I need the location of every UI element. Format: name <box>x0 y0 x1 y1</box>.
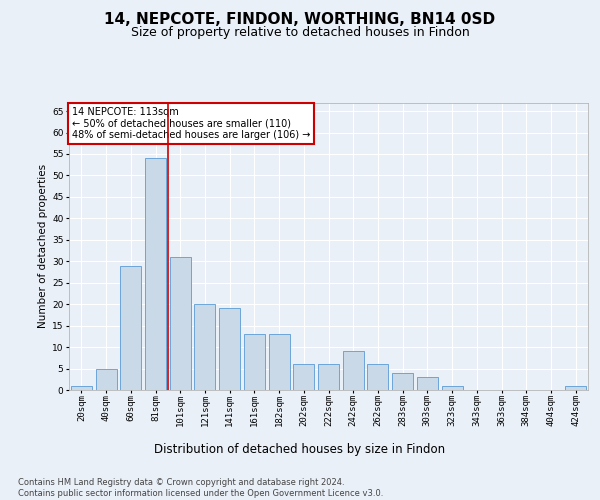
Bar <box>417 377 438 390</box>
Text: Contains HM Land Registry data © Crown copyright and database right 2024.
Contai: Contains HM Land Registry data © Crown c… <box>18 478 383 498</box>
Bar <box>71 386 92 390</box>
Text: 14 NEPCOTE: 113sqm
← 50% of detached houses are smaller (110)
48% of semi-detach: 14 NEPCOTE: 113sqm ← 50% of detached hou… <box>71 107 310 140</box>
Y-axis label: Number of detached properties: Number of detached properties <box>38 164 48 328</box>
Bar <box>244 334 265 390</box>
Bar <box>565 386 586 390</box>
Bar <box>170 257 191 390</box>
Bar <box>145 158 166 390</box>
Bar <box>120 266 141 390</box>
Bar <box>442 386 463 390</box>
Bar <box>293 364 314 390</box>
Bar <box>367 364 388 390</box>
Bar <box>194 304 215 390</box>
Bar <box>269 334 290 390</box>
Text: Size of property relative to detached houses in Findon: Size of property relative to detached ho… <box>131 26 469 39</box>
Bar <box>318 364 339 390</box>
Bar <box>95 368 116 390</box>
Bar <box>343 352 364 390</box>
Bar <box>392 373 413 390</box>
Text: Distribution of detached houses by size in Findon: Distribution of detached houses by size … <box>154 442 446 456</box>
Text: 14, NEPCOTE, FINDON, WORTHING, BN14 0SD: 14, NEPCOTE, FINDON, WORTHING, BN14 0SD <box>104 12 496 28</box>
Bar <box>219 308 240 390</box>
